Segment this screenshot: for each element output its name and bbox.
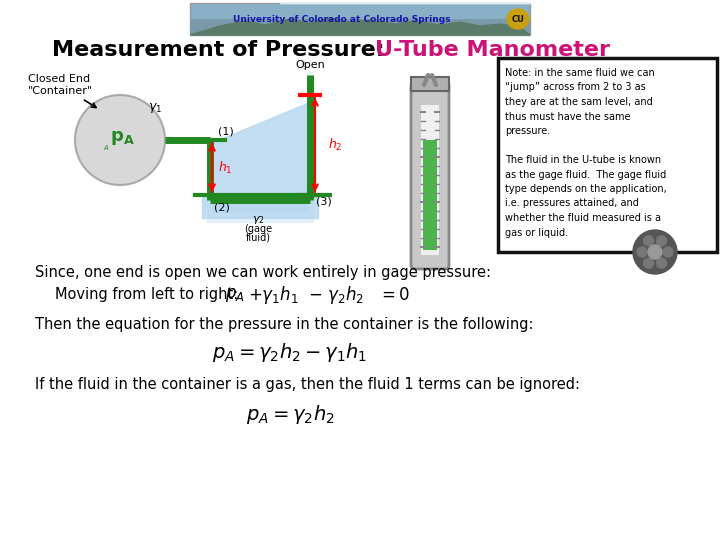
FancyBboxPatch shape [411,77,449,91]
Text: $h_2$: $h_2$ [328,137,343,153]
Text: $= 0$: $= 0$ [378,286,410,304]
Circle shape [633,230,677,274]
Text: whether the fluid measured is a: whether the fluid measured is a [505,213,661,223]
Polygon shape [190,18,530,35]
Text: Then the equation for the pressure in the container is the following:: Then the equation for the pressure in th… [35,318,534,333]
FancyBboxPatch shape [190,19,530,35]
Text: $p_A = \gamma_2 h_2$: $p_A = \gamma_2 h_2$ [246,403,334,427]
Ellipse shape [507,9,529,29]
Circle shape [663,247,673,257]
Text: (1): (1) [218,127,234,137]
Text: $_A$: $_A$ [103,143,109,153]
FancyBboxPatch shape [411,81,449,269]
Text: (gage: (gage [244,224,272,234]
Text: “jump” across from 2 to 3 as: “jump” across from 2 to 3 as [505,83,646,92]
Text: $h_1$: $h_1$ [218,159,233,176]
Text: U-Tube Manometer: U-Tube Manometer [375,40,610,60]
Text: (2): (2) [214,202,230,212]
Text: University of Colorado at Colorado Springs: University of Colorado at Colorado Sprin… [233,15,451,24]
Text: they are at the sam level, and: they are at the sam level, and [505,97,653,107]
Circle shape [644,258,654,268]
Text: Moving from left to right:: Moving from left to right: [55,287,238,302]
Text: $- \ \gamma_2 h_2$: $- \ \gamma_2 h_2$ [308,284,364,306]
Text: If the fluid in the container is a gas, then the fluid 1 terms can be ignored:: If the fluid in the container is a gas, … [35,377,580,393]
Text: Measurement of Pressure:: Measurement of Pressure: [52,40,392,60]
FancyBboxPatch shape [423,140,437,250]
FancyBboxPatch shape [498,58,717,252]
Text: $\gamma_2$: $\gamma_2$ [251,214,264,226]
Polygon shape [202,197,318,218]
Circle shape [637,247,647,257]
Text: thus must have the same: thus must have the same [505,111,631,122]
Circle shape [644,236,654,246]
Text: $\mathbf{p_A}$: $\mathbf{p_A}$ [109,129,135,147]
Text: gas or liquid.: gas or liquid. [505,227,568,238]
Text: $p_A$: $p_A$ [225,286,245,304]
Text: as the gage fluid.  The gage fluid: as the gage fluid. The gage fluid [505,170,666,179]
Text: fluid): fluid) [246,232,271,242]
Text: pressure.: pressure. [505,126,550,136]
Text: $\gamma_1$: $\gamma_1$ [148,101,162,115]
Circle shape [657,258,667,268]
Circle shape [75,95,165,185]
FancyBboxPatch shape [421,105,439,255]
Text: $+\gamma_1 h_1$: $+\gamma_1 h_1$ [248,284,299,306]
Text: $p_A = \gamma_2 h_2 - \gamma_1 h_1$: $p_A = \gamma_2 h_2 - \gamma_1 h_1$ [212,341,367,363]
Text: Closed End
"Container": Closed End "Container" [28,74,96,107]
Text: CU: CU [512,15,524,24]
Circle shape [648,245,662,259]
Text: Open: Open [295,60,325,70]
FancyBboxPatch shape [190,3,530,35]
Polygon shape [213,103,307,212]
Text: Since, one end is open we can work entirely in gage pressure:: Since, one end is open we can work entir… [35,265,491,280]
Text: i.e. pressures attained, and: i.e. pressures attained, and [505,199,639,208]
Text: Note: in the same fluid we can: Note: in the same fluid we can [505,68,654,78]
Text: type depends on the application,: type depends on the application, [505,184,667,194]
Text: The fluid in the U-tube is known: The fluid in the U-tube is known [505,155,661,165]
Circle shape [657,236,667,246]
Text: (3): (3) [316,197,332,207]
Polygon shape [207,72,313,222]
